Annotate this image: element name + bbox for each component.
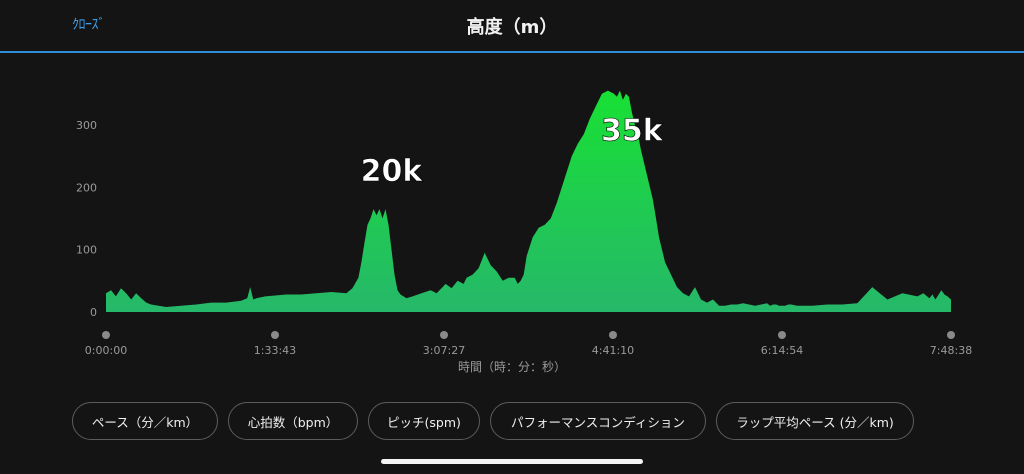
y-tick-label: 200 xyxy=(76,181,97,194)
x-axis-title: 時間（時：分：秒） xyxy=(457,360,566,374)
x-tick-label: 7:48:38 xyxy=(930,344,972,357)
elevation-chart[interactable]: 0 100 200 300 0:00:00 1:33:43 3:07:27 4:41:10 6:… xyxy=(0,53,1024,363)
top-bar: ｸﾛｰｽﾞ 高度（m） xyxy=(0,0,1024,53)
close-button[interactable]: ｸﾛｰｽﾞ xyxy=(72,17,106,33)
x-tick-dot xyxy=(608,331,617,339)
y-tick-label: 300 xyxy=(76,119,97,132)
chip-cadence[interactable]: ピッチ(spm) xyxy=(368,402,480,440)
x-tick-dot xyxy=(102,331,110,339)
annotation-label: 20k xyxy=(361,154,424,189)
x-tick-dot xyxy=(270,331,279,339)
x-tick-label: 6:14:54 xyxy=(761,344,803,357)
x-tick-dot xyxy=(439,331,448,339)
x-tick-dot xyxy=(777,331,786,339)
x-tick-label: 3:07:27 xyxy=(423,344,465,357)
x-tick-label: 1:33:43 xyxy=(254,344,296,357)
chip-lap-average-pace[interactable]: ラップ平均ペース (分／km) xyxy=(716,402,914,440)
chip-pace[interactable]: ペース（分／km） xyxy=(72,402,218,440)
x-tick-label: 4:41:10 xyxy=(592,344,634,357)
page-title: 高度（m） xyxy=(466,17,558,38)
chip-heart-rate[interactable]: 心拍数（bpm） xyxy=(228,402,358,440)
home-indicator xyxy=(381,459,643,464)
elevation-area xyxy=(106,90,951,312)
y-tick-label: 100 xyxy=(76,244,97,257)
annotation-label: 35k xyxy=(601,113,664,148)
chip-performance-condition[interactable]: パフォーマンスコンディション xyxy=(490,402,706,440)
metric-chip-bar: ペース（分／km） 心拍数（bpm） ピッチ(spm) パフォーマンスコンディシ… xyxy=(72,402,914,442)
x-tick-dot xyxy=(947,331,955,339)
y-tick-label: 0 xyxy=(90,306,97,319)
x-tick-label: 0:00:00 xyxy=(85,344,127,357)
